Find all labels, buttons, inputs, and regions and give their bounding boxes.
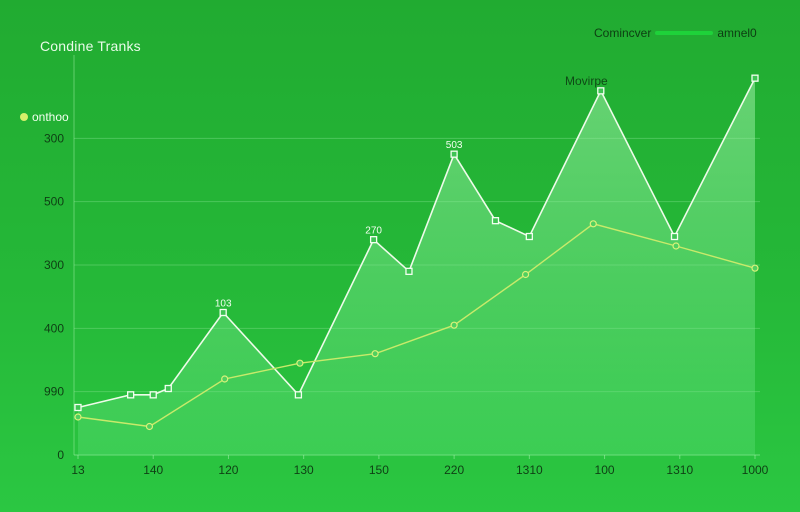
y-tick-label: 0 bbox=[57, 448, 64, 462]
data-point bbox=[294, 391, 303, 399]
data-point bbox=[491, 217, 500, 225]
data-label: 503 bbox=[446, 140, 463, 151]
data-point bbox=[74, 403, 82, 412]
data-point bbox=[597, 87, 605, 95]
legend-left-label: onthoo bbox=[32, 110, 69, 124]
markers bbox=[74, 74, 759, 431]
data-point bbox=[672, 242, 680, 250]
data-point bbox=[525, 232, 533, 241]
x-tick-label: 13 bbox=[71, 463, 85, 477]
x-tick-label: 140 bbox=[143, 463, 163, 477]
data-label: 103 bbox=[215, 299, 232, 310]
y-tick-label: 990 bbox=[44, 385, 64, 399]
data-point bbox=[145, 422, 154, 431]
data-point bbox=[164, 384, 172, 393]
chart-title: Condine Tranks bbox=[40, 38, 141, 54]
data-point bbox=[521, 270, 530, 279]
x-tick-label: 130 bbox=[294, 463, 314, 477]
data-point bbox=[751, 264, 759, 272]
data-point bbox=[369, 236, 378, 244]
x-tick-label: 1310 bbox=[666, 463, 693, 477]
legend-top-label-2: amnel0 bbox=[717, 26, 757, 40]
peak-annotation: Movirpe bbox=[565, 74, 608, 88]
legend-left: onthoo bbox=[20, 110, 69, 124]
legend-swatch-icon bbox=[655, 31, 714, 35]
legend-top-label-1: Comincver bbox=[594, 26, 652, 40]
data-point bbox=[670, 232, 679, 241]
x-tick-label: 1310 bbox=[516, 463, 543, 477]
data-point bbox=[74, 413, 82, 421]
y-tick-label: 300 bbox=[44, 258, 64, 272]
data-labels: 103 270 503 bbox=[215, 140, 463, 309]
data-point bbox=[751, 74, 759, 82]
y-tick-label: 500 bbox=[44, 195, 64, 209]
data-point bbox=[221, 375, 229, 383]
data-point bbox=[219, 308, 227, 317]
legend-dot-icon bbox=[20, 113, 28, 121]
area-series bbox=[78, 78, 755, 455]
x-tick-label: 120 bbox=[218, 463, 238, 477]
data-point bbox=[450, 150, 458, 158]
data-point bbox=[127, 391, 135, 399]
x-axis-ticks: 13 140 120 130 150 220 1310 100 1310 1000 bbox=[71, 463, 768, 477]
x-tick-label: 100 bbox=[595, 463, 615, 477]
x-tick-label: 1000 bbox=[742, 463, 769, 477]
y-tick-label: 400 bbox=[44, 321, 64, 335]
series-line-1 bbox=[77, 223, 756, 428]
legend-top: Comincver amnel0 bbox=[594, 26, 757, 40]
y-axis-ticks: 0 990 400 300 500 300 bbox=[44, 131, 64, 462]
data-point bbox=[371, 350, 379, 358]
data-point bbox=[296, 359, 304, 367]
x-tick-label: 150 bbox=[369, 463, 389, 477]
data-point bbox=[589, 220, 597, 228]
data-point bbox=[405, 267, 413, 275]
area-fill-0 bbox=[78, 78, 755, 455]
data-point bbox=[149, 391, 157, 399]
data-point bbox=[450, 321, 458, 329]
x-tick-label: 220 bbox=[444, 463, 464, 477]
data-label: 270 bbox=[365, 226, 382, 237]
y-tick-label: 300 bbox=[44, 131, 64, 145]
